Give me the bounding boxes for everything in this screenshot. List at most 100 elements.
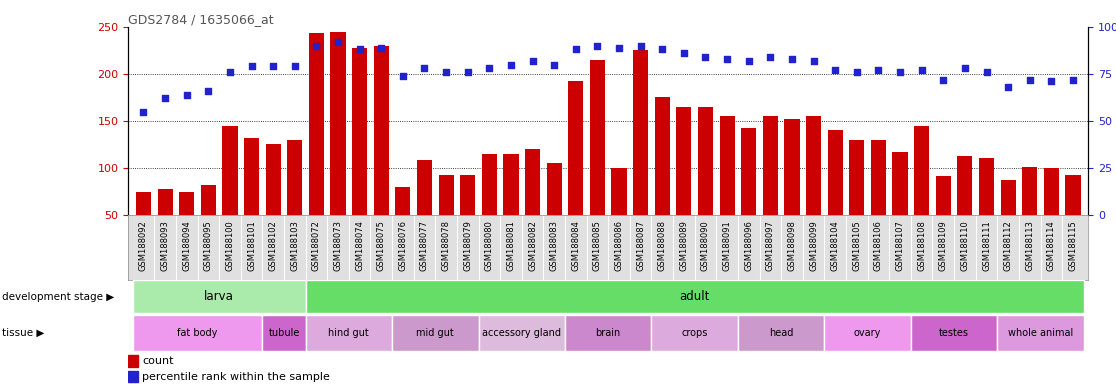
Point [546,61,564,68]
Bar [1022,167,1037,262]
Point [696,54,714,60]
Point [999,84,1017,90]
Bar [738,315,825,351]
Text: GDS2784 / 1635066_at: GDS2784 / 1635066_at [128,13,273,26]
Point [783,56,801,62]
Point [1064,76,1081,83]
Bar [525,149,540,262]
Text: GSM188096: GSM188096 [744,220,753,271]
Text: GSM188089: GSM188089 [680,220,689,271]
Text: GSM188113: GSM188113 [1026,220,1035,271]
Bar [330,31,346,262]
Bar [762,116,778,262]
Bar [698,107,713,262]
Bar [133,315,262,351]
Text: development stage ▶: development stage ▶ [2,291,115,302]
Point [1021,76,1039,83]
Point [200,88,218,94]
Bar [306,280,1084,313]
Point [373,45,391,51]
Text: crops: crops [682,328,708,338]
Text: GSM188079: GSM188079 [463,220,472,271]
Bar [1001,180,1016,262]
Text: GSM188077: GSM188077 [420,220,429,271]
Bar [547,163,561,262]
Bar [785,119,799,262]
Point [675,50,693,56]
Text: GSM188093: GSM188093 [161,220,170,271]
Text: tissue ▶: tissue ▶ [2,328,45,338]
Bar [244,138,259,262]
Text: adult: adult [680,290,710,303]
Bar [1043,168,1059,262]
Point [869,67,887,73]
Point [848,69,866,75]
Text: GSM188081: GSM188081 [507,220,516,271]
Bar [395,187,411,262]
Text: count: count [143,356,174,366]
Bar [979,158,994,262]
Point [934,76,952,83]
Point [350,46,368,53]
Bar [676,107,692,262]
Text: GSM188085: GSM188085 [593,220,602,271]
Bar [133,280,306,313]
Point [523,58,541,64]
Bar [612,168,626,262]
Point [719,56,737,62]
Text: GSM188083: GSM188083 [550,220,559,271]
Text: hind gut: hind gut [328,328,369,338]
Bar [893,152,907,262]
Text: GSM188074: GSM188074 [355,220,364,271]
Bar [157,189,173,262]
Bar [128,356,138,367]
Text: GSM188101: GSM188101 [247,220,256,271]
Bar [479,315,565,351]
Bar [911,315,998,351]
Bar [222,126,238,262]
Point [480,65,498,71]
Point [394,73,412,79]
Point [156,95,174,101]
Text: GSM188102: GSM188102 [269,220,278,271]
Point [913,67,931,73]
Bar [392,315,479,351]
Text: accessory gland: accessory gland [482,328,561,338]
Text: larva: larva [204,290,234,303]
Text: GSM188084: GSM188084 [571,220,580,271]
Text: GSM188105: GSM188105 [853,220,862,271]
Point [826,67,844,73]
Text: fat body: fat body [177,328,218,338]
Text: GSM188075: GSM188075 [377,220,386,271]
Text: GSM188098: GSM188098 [788,220,797,271]
Point [329,39,347,45]
Text: GSM188103: GSM188103 [290,220,299,271]
Bar [287,140,302,262]
Bar [306,315,392,351]
Bar [652,315,738,351]
Bar [914,126,930,262]
Point [761,54,779,60]
Text: whole animal: whole animal [1008,328,1074,338]
Text: GSM188100: GSM188100 [225,220,234,271]
Text: GSM188088: GSM188088 [657,220,666,271]
Bar [565,315,652,351]
Text: GSM188108: GSM188108 [917,220,926,271]
Bar [374,46,388,262]
Bar [870,140,886,262]
Text: GSM188091: GSM188091 [722,220,732,271]
Text: ovary: ovary [854,328,882,338]
Bar [503,154,519,262]
Bar [655,98,670,262]
Text: GSM188109: GSM188109 [939,220,947,271]
Bar [998,315,1084,351]
Point [264,63,282,70]
Point [308,43,326,49]
Text: GSM188092: GSM188092 [140,220,148,271]
Point [805,58,822,64]
Bar [806,116,821,262]
Text: GSM188111: GSM188111 [982,220,991,271]
Point [588,43,606,49]
Bar [417,159,432,262]
Bar [309,33,324,262]
